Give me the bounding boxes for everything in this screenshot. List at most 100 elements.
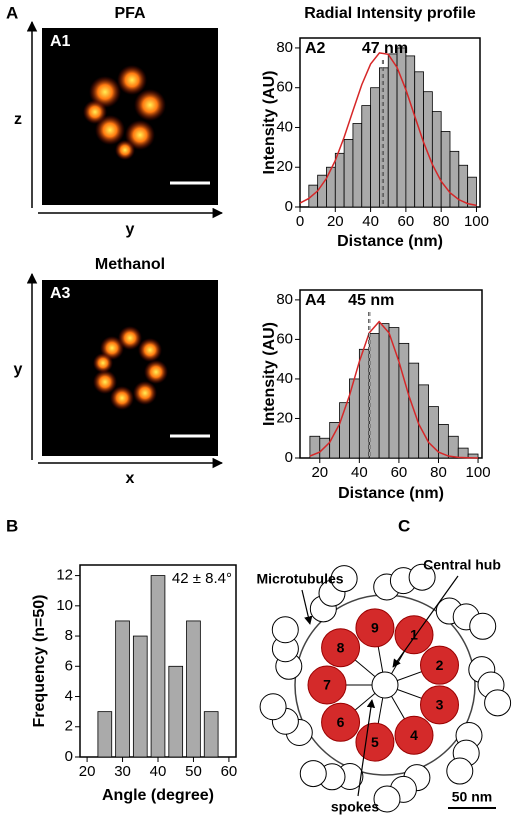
triplet-node	[355, 722, 395, 762]
y-axis-title: Intensity (AU)	[261, 322, 278, 426]
microtubule	[299, 760, 327, 788]
bar	[467, 176, 477, 208]
triplet-number: 3	[436, 697, 444, 713]
triplet-number: 8	[337, 639, 345, 655]
y-tick-label: 8	[65, 627, 73, 644]
bar	[431, 111, 442, 208]
microtubule	[446, 757, 474, 785]
y-tick-label: 0	[65, 748, 73, 765]
panel-label-box	[301, 291, 333, 311]
y-tick-label: 0	[285, 449, 293, 466]
triplet-number: 9	[371, 620, 379, 636]
microtubule	[408, 563, 436, 591]
bar	[343, 138, 354, 208]
diagram-label: Central hub	[423, 557, 501, 573]
microtubule	[484, 689, 512, 717]
x-tick-label: 80	[430, 464, 447, 481]
microtubule	[469, 612, 497, 640]
y-tick-label: 20	[276, 158, 293, 175]
annotation: 42 ± 8.4°	[172, 570, 232, 587]
triplet-node	[394, 715, 434, 755]
panel-label: A	[6, 3, 18, 22]
fit-curve	[309, 320, 479, 459]
triplet-node	[307, 665, 347, 705]
axis-title: y	[14, 361, 23, 378]
triplet-number: 4	[410, 727, 418, 743]
bar	[358, 348, 370, 459]
bar	[457, 447, 469, 459]
bar	[326, 166, 336, 208]
bar	[368, 333, 380, 459]
x-tick-label: 30	[114, 763, 131, 780]
pointer	[392, 575, 459, 668]
x-tick-label: 40	[150, 763, 167, 780]
x-tick-label: 0	[296, 213, 304, 230]
y-axis-title: Intensity (AU)	[261, 71, 278, 175]
triplet-number: 7	[323, 677, 331, 693]
microtubule	[271, 616, 299, 644]
axis-title: x	[126, 470, 135, 487]
x-tick-label: 40	[362, 213, 379, 230]
y-tick-label: 60	[276, 79, 293, 96]
y-tick-label: 2	[65, 718, 73, 735]
fit-curve	[299, 52, 477, 207]
y-tick-label: 6	[65, 657, 73, 674]
bar	[352, 123, 363, 208]
diagram-label: Microtubules	[256, 571, 343, 587]
bar	[115, 620, 130, 758]
bar	[447, 435, 459, 459]
y-tick-label: 10	[56, 597, 73, 614]
bar	[334, 152, 345, 208]
y-tick-label: 20	[276, 409, 293, 426]
x-tick-label: 100	[464, 213, 489, 230]
y-tick-label: 80	[276, 291, 293, 308]
panel-title: PFA	[114, 5, 146, 22]
bar	[97, 711, 113, 758]
triplet-node	[321, 702, 361, 742]
bar	[168, 665, 184, 758]
pointer	[301, 589, 313, 625]
bar	[132, 635, 148, 758]
triplet-node	[321, 628, 361, 668]
x-tick-label: 20	[327, 213, 344, 230]
triplet-number: 5	[371, 734, 379, 750]
axis-title: z	[14, 111, 22, 128]
diagram-label: spokes	[331, 799, 379, 815]
bar	[387, 53, 398, 208]
triplet-node	[355, 608, 395, 648]
panel-label: A2	[305, 40, 326, 57]
y-tick-label: 60	[276, 330, 293, 347]
y-axis-title: Frequency (n=50)	[31, 595, 48, 728]
bar	[378, 323, 390, 459]
y-tick-label: 40	[276, 118, 293, 135]
annotation: 47 nm	[362, 40, 408, 57]
y-tick-label: 12	[56, 567, 73, 584]
x-axis-title: Distance (nm)	[338, 485, 444, 502]
x-tick-label: 60	[391, 464, 408, 481]
bar	[405, 55, 416, 208]
y-tick-label: 0	[285, 198, 293, 215]
x-tick-label: 20	[79, 763, 96, 780]
bar	[150, 575, 166, 758]
bar	[308, 184, 319, 208]
bar	[398, 342, 410, 459]
diagram: 1 2 3 4 5 6 7 8 9	[259, 563, 512, 813]
axis-title: y	[126, 221, 135, 238]
x-tick-label: 60	[398, 213, 415, 230]
panel-title: Radial Intensity profile	[304, 5, 476, 22]
micrograph	[42, 28, 218, 205]
bar	[361, 105, 371, 208]
bar	[440, 131, 451, 208]
image-label: A3	[50, 285, 71, 302]
image-label: A1	[50, 33, 71, 50]
triplet-number: 2	[436, 657, 444, 673]
x-axis-title: Angle (degree)	[102, 787, 214, 804]
triplet-number: 6	[337, 714, 345, 730]
x-axis-title: Distance (nm)	[337, 233, 443, 250]
bar	[418, 384, 429, 459]
triplet-node	[420, 685, 460, 725]
x-tick-label: 60	[221, 763, 238, 780]
pointer	[357, 699, 376, 797]
y-tick-label: 80	[276, 39, 293, 56]
microtubule	[259, 693, 287, 721]
